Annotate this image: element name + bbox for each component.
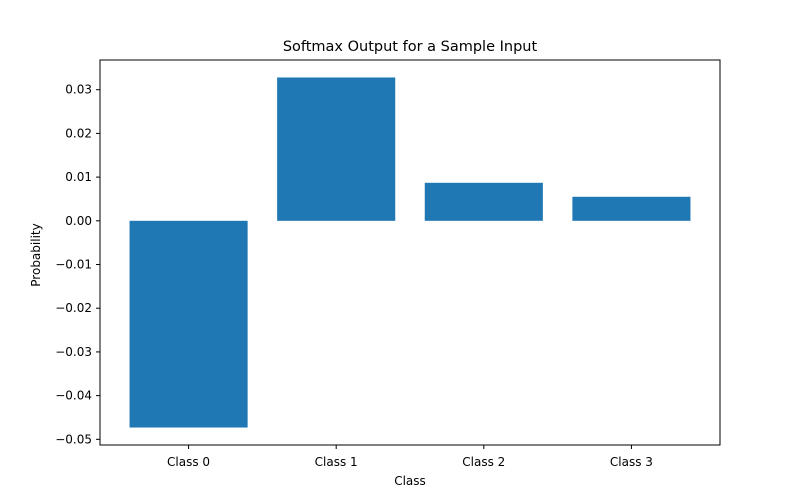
y-tick-label: −0.05: [55, 432, 92, 446]
x-tick-label: Class 3: [610, 455, 653, 469]
bar-class-1: [277, 77, 396, 221]
bars-layer: [129, 77, 691, 428]
x-tick-label: Class 0: [167, 455, 210, 469]
y-tick-label: 0.00: [65, 214, 92, 228]
bar-class-0: [129, 220, 248, 428]
y-tick-label: 0.02: [65, 126, 92, 140]
chart-title: Softmax Output for a Sample Input: [283, 39, 538, 55]
x-tick-label: Class 2: [462, 455, 505, 469]
axes-layer: [99, 59, 721, 446]
x-axis-label: Class: [394, 474, 426, 488]
ticks-layer: Class 0 Class 1 Class 2 Class 3 −0.05 −0.04 −0…: [55, 83, 653, 469]
y-tick-label: −0.03: [55, 345, 92, 359]
bar-class-3: [572, 196, 691, 221]
x-tick-label: Class 1: [315, 455, 358, 469]
y-tick-label: −0.02: [55, 301, 92, 315]
y-axis-label: Probability: [29, 223, 43, 286]
y-tick-label: −0.01: [55, 258, 92, 272]
plot-frame: [99, 59, 721, 446]
y-tick-label: 0.01: [65, 170, 92, 184]
bar-class-2: [424, 182, 543, 221]
y-tick-label: 0.03: [65, 83, 92, 97]
y-tick-label: −0.04: [55, 389, 92, 403]
